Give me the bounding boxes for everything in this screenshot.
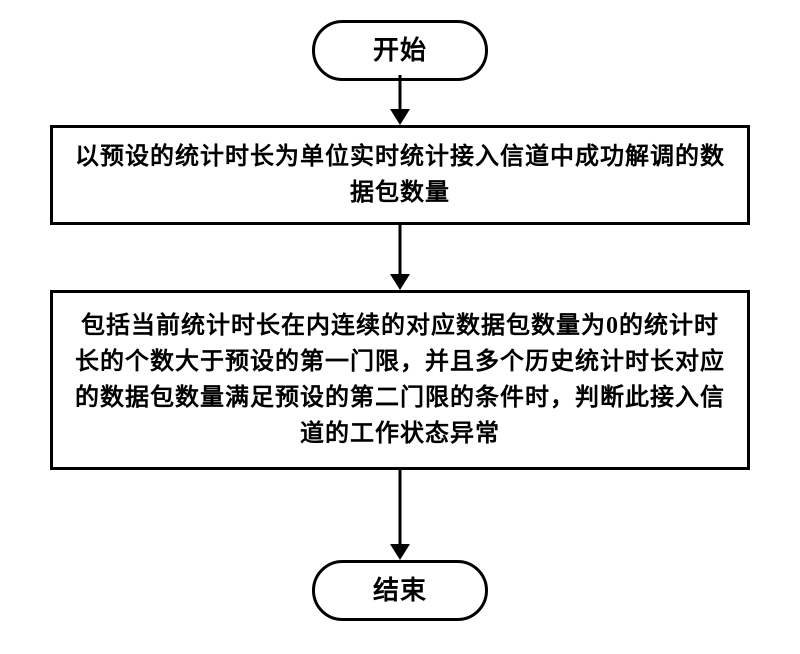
edge-2-line [399,225,402,274]
node-step1-label: 以预设的统计时长为单位实时统计接入信道中成功解调的数据包数量 [73,139,727,211]
edge-3-line [399,470,402,544]
edge-1-head [390,109,410,125]
edge-1-line [399,75,402,109]
node-end: 结束 [312,560,488,621]
node-step2-label: 包括当前统计时长在内连续的对应数据包数量为0的统计时长的个数大于预设的第一门限，… [73,308,727,452]
node-step2: 包括当前统计时长在内连续的对应数据包数量为0的统计时长的个数大于预设的第一门限，… [50,290,750,470]
node-step1: 以预设的统计时长为单位实时统计接入信道中成功解调的数据包数量 [50,125,750,225]
node-end-label: 结束 [373,571,427,610]
node-start-label: 开始 [373,31,427,70]
node-start: 开始 [312,20,488,81]
edge-3-head [390,544,410,560]
edge-2-head [390,274,410,290]
flowchart-canvas: 开始 以预设的统计时长为单位实时统计接入信道中成功解调的数据包数量 包括当前统计… [0,0,800,654]
